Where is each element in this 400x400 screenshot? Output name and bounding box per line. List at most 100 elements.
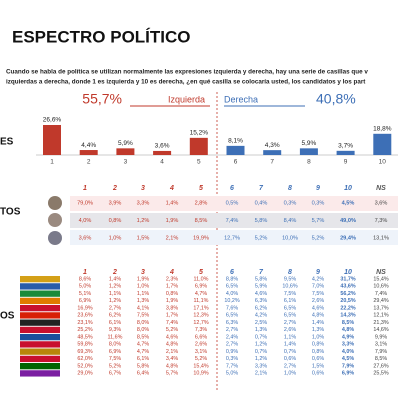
cell: 10,0%	[282, 235, 298, 241]
cell: 1,4%	[166, 200, 179, 206]
cell: 4,8%	[342, 327, 354, 333]
cell: 6,1%	[137, 356, 149, 362]
cell: 4,6%	[312, 305, 324, 311]
cell: 0,6%	[312, 356, 324, 362]
cell: 3,3%	[342, 342, 354, 348]
cell: 15,4%	[193, 363, 208, 369]
cell: 8,5%	[375, 356, 387, 362]
cell: 6,5%	[284, 305, 296, 311]
cell: 1,9%	[137, 276, 149, 282]
cell: 12,7%	[224, 235, 240, 241]
cell: 6,9%	[109, 349, 121, 355]
cell: 4,7%	[137, 342, 149, 348]
cell: 2,7%	[226, 342, 238, 348]
cell: 3,1%	[375, 342, 387, 348]
cell: 0,3%	[312, 200, 325, 206]
bar	[373, 133, 392, 155]
cell: 25,5%	[373, 371, 388, 377]
cell: 3,3%	[255, 363, 267, 369]
cell: 14,6%	[373, 327, 388, 333]
bar	[79, 150, 98, 155]
intro-line: izquierdas a derecha, donde 1 es izquier…	[6, 79, 366, 86]
cell: 1,5%	[137, 235, 150, 241]
cell: 27,6%	[373, 363, 388, 369]
category-label: 6	[234, 159, 238, 166]
cell: 20,5%	[340, 298, 355, 304]
cell: 5,8%	[255, 218, 268, 224]
cell: 59,8%	[77, 342, 92, 348]
cell: 8,0%	[137, 320, 149, 326]
cell: 7,4%	[375, 291, 387, 297]
bar	[43, 125, 61, 155]
cell: 4,9%	[342, 334, 354, 340]
cell: 6,5%	[226, 284, 238, 290]
cell: 5,7%	[166, 371, 178, 377]
column-header: 6	[230, 185, 234, 192]
party-logos	[20, 276, 60, 377]
cell: 7,3%	[195, 327, 207, 333]
cell: 8,0%	[109, 342, 121, 348]
column-header: 1	[83, 185, 87, 192]
cell: 6,9%	[342, 371, 354, 377]
bar	[299, 148, 318, 155]
value-label: 4,4%	[81, 142, 96, 149]
party-logo	[20, 348, 60, 355]
cell: 4,8%	[166, 363, 178, 369]
cell: 6,4%	[137, 371, 149, 377]
cell: 8,6%	[79, 276, 91, 282]
cell: 12,7%	[193, 320, 208, 326]
cell: 9,3%	[109, 327, 121, 333]
cell: 5,2%	[109, 363, 121, 369]
column-header: 8	[288, 185, 292, 192]
category-label: 9	[344, 159, 348, 166]
value-label: 26,6%	[43, 117, 62, 124]
cell: 11,1%	[194, 298, 209, 304]
cell: 5,2%	[312, 235, 325, 241]
cell: 1,1%	[137, 291, 149, 297]
party-logo	[20, 334, 60, 341]
cell: 2,1%	[166, 349, 178, 355]
section-label: TOS	[0, 207, 21, 218]
column-header: NS	[376, 269, 386, 276]
cell: 2,1%	[255, 371, 267, 377]
cell: 3,4%	[166, 356, 178, 362]
cell: 1,7%	[166, 284, 178, 290]
column-header: 10	[344, 269, 352, 276]
cell: 5,2%	[166, 327, 178, 333]
cell: 3,8%	[166, 305, 178, 311]
cell: 43,6%	[340, 284, 355, 290]
cell: 9,9%	[375, 334, 387, 340]
cell: 23,6%	[77, 313, 92, 319]
cell: 1,9%	[166, 298, 178, 304]
candidate-photo	[48, 213, 62, 227]
candidate-photo	[48, 231, 62, 245]
cell: 10,2%	[224, 298, 239, 304]
category-label: 1	[50, 159, 54, 166]
cell: 1,3%	[137, 298, 149, 304]
party-logo	[20, 363, 60, 370]
cell: 1,2%	[109, 284, 121, 290]
cell: 17,1%	[193, 305, 208, 311]
cell: 2,4%	[226, 334, 238, 340]
cell: 23,1%	[77, 320, 92, 326]
cell: 12,3%	[193, 313, 208, 319]
cell: 4,7%	[137, 349, 149, 355]
value-label: 3,6%	[155, 143, 170, 150]
party-logo	[20, 312, 60, 319]
cell: 2,1%	[166, 235, 179, 241]
cell: 7,6%	[226, 305, 238, 311]
cell: 6,1%	[109, 320, 121, 326]
category-label: 2	[87, 159, 91, 166]
cell: 4,2%	[312, 276, 324, 282]
column-header: 6	[230, 269, 234, 276]
cell: 6,5%	[226, 313, 238, 319]
cell: 2,7%	[284, 363, 296, 369]
cell: 3,6%	[79, 235, 92, 241]
cell: 7,3%	[375, 218, 388, 224]
cell: 4,0%	[342, 349, 354, 355]
cell: 7,5%	[312, 291, 324, 297]
section-label: OS	[0, 311, 15, 322]
cell: 8,5%	[195, 218, 208, 224]
cell: 0,7%	[255, 334, 267, 340]
